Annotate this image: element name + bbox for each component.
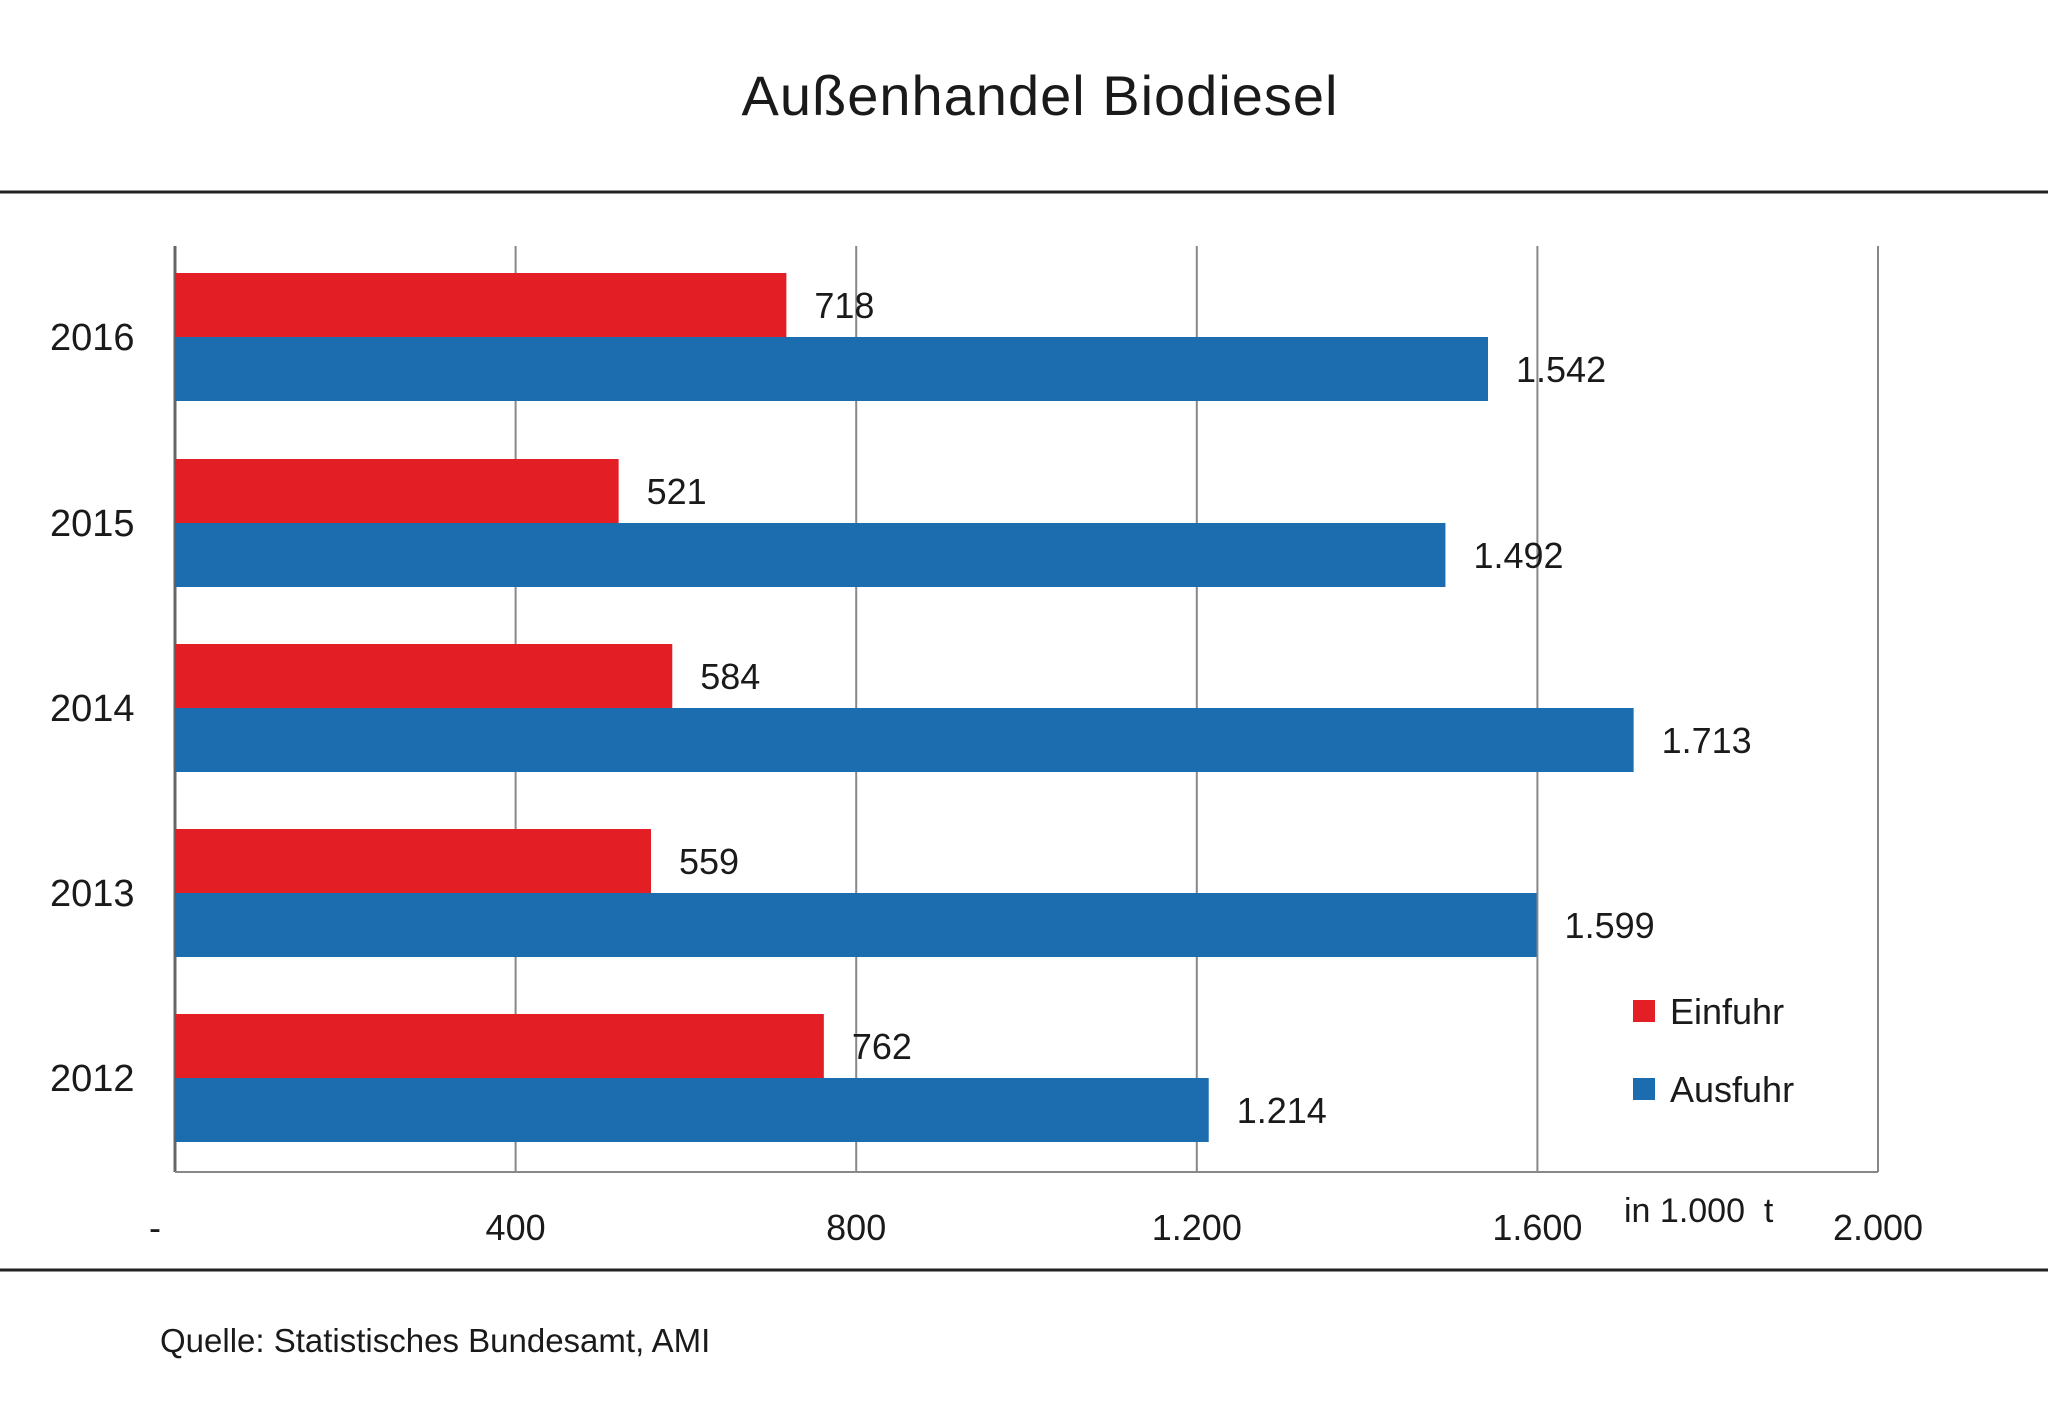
x-axis-ticks: - 400 800 1.200 1.600 2.000 [149,1207,1923,1248]
unit-label: in 1.000 t [1624,1192,1774,1230]
source-note: Quelle: Statistisches Bundesamt, AMI [160,1322,710,1359]
chart-title: Außenhandel Biodiesel [742,64,1339,127]
bar-einfuhr-2013 [175,829,651,893]
data-labels: 718 1.542 521 1.492 584 1.713 559 1.599 762 1.214 [647,285,1752,1131]
y-axis-ticks: 2016 2015 2014 2013 2012 [50,317,135,1100]
bar-ausfuhr-2013 [175,893,1537,957]
data-label-einfuhr-2016: 718 [814,285,874,326]
bar-einfuhr-2016 [175,273,787,337]
x-tick-label: 1.200 [1152,1207,1242,1248]
data-label-ausfuhr-2013: 1.599 [1565,905,1655,946]
legend-swatch-einfuhr [1633,1000,1655,1022]
y-tick-label: 2012 [50,1058,135,1100]
data-label-ausfuhr-2014: 1.713 [1662,720,1752,761]
bar-einfuhr-2014 [175,644,673,708]
data-label-einfuhr-2015: 521 [647,471,707,512]
x-tick-label: 800 [826,1207,886,1248]
bar-einfuhr-2015 [175,459,619,523]
data-label-einfuhr-2012: 762 [852,1026,912,1067]
bar-ausfuhr-2015 [175,523,1446,587]
data-label-ausfuhr-2016: 1.542 [1516,349,1606,390]
bar-ausfuhr-2014 [175,708,1634,772]
legend-swatch-ausfuhr [1633,1078,1655,1100]
data-label-ausfuhr-2012: 1.214 [1237,1090,1327,1131]
bar-ausfuhr-2012 [175,1078,1209,1142]
data-label-ausfuhr-2015: 1.492 [1473,535,1563,576]
y-tick-label: 2013 [50,873,135,915]
bars [175,273,1634,1142]
y-tick-label: 2015 [50,503,135,545]
data-label-einfuhr-2014: 584 [700,656,760,697]
x-tick-label: - [149,1207,161,1248]
legend-label-einfuhr: Einfuhr [1670,991,1784,1032]
legend: Einfuhr Ausfuhr [1633,991,1794,1110]
bar-einfuhr-2012 [175,1014,824,1078]
bar-ausfuhr-2016 [175,337,1489,401]
x-tick-label: 400 [486,1207,546,1248]
y-tick-label: 2014 [50,688,135,730]
legend-label-ausfuhr: Ausfuhr [1670,1069,1794,1110]
y-tick-label: 2016 [50,317,135,359]
x-tick-label: 1.600 [1492,1207,1582,1248]
x-tick-label: 2.000 [1833,1207,1923,1248]
data-label-einfuhr-2013: 559 [679,841,739,882]
